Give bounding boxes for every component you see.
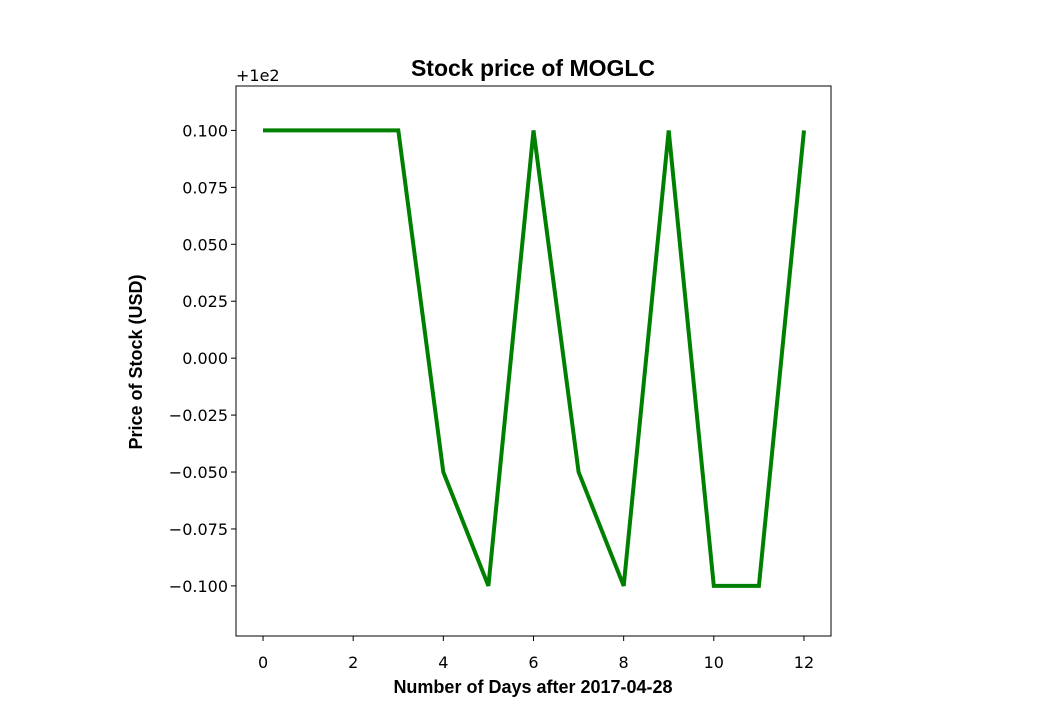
y-tick-label: 0.050	[182, 235, 228, 254]
x-tick-label: 6	[528, 653, 538, 672]
y-tick-label: −0.075	[169, 520, 228, 539]
y-tick-label: −0.100	[169, 577, 228, 596]
y-tick-label: −0.025	[169, 406, 228, 425]
y-tick-label: −0.050	[169, 463, 228, 482]
chart-title: Stock price of MOGLC	[411, 55, 655, 81]
series-layer	[263, 128, 806, 588]
series-line-0	[263, 128, 806, 588]
x-tick-label: 2	[348, 653, 358, 672]
y-tick-label: 0.025	[182, 292, 228, 311]
y-tick-label: 0.000	[182, 349, 228, 368]
x-axis-label: Number of Days after 2017-04-28	[393, 677, 672, 697]
y-axis-label: Price of Stock (USD)	[126, 274, 146, 449]
x-axis: 0 2 4 6 8 10 12	[258, 636, 814, 672]
x-tick-label: 4	[438, 653, 448, 672]
x-tick-label: 8	[619, 653, 629, 672]
y-tick-label: 0.075	[182, 178, 228, 197]
x-tick-label: 10	[704, 653, 724, 672]
plot-area	[235, 85, 832, 637]
y-axis-offset-label: +1e2	[236, 66, 280, 85]
x-tick-label: 12	[794, 653, 814, 672]
y-tick-label: 0.100	[182, 121, 228, 140]
x-tick-label: 0	[258, 653, 268, 672]
y-axis: 0.100 0.075 0.050 0.025 0.000 −0.025 −0.050 −0.…	[169, 121, 236, 596]
